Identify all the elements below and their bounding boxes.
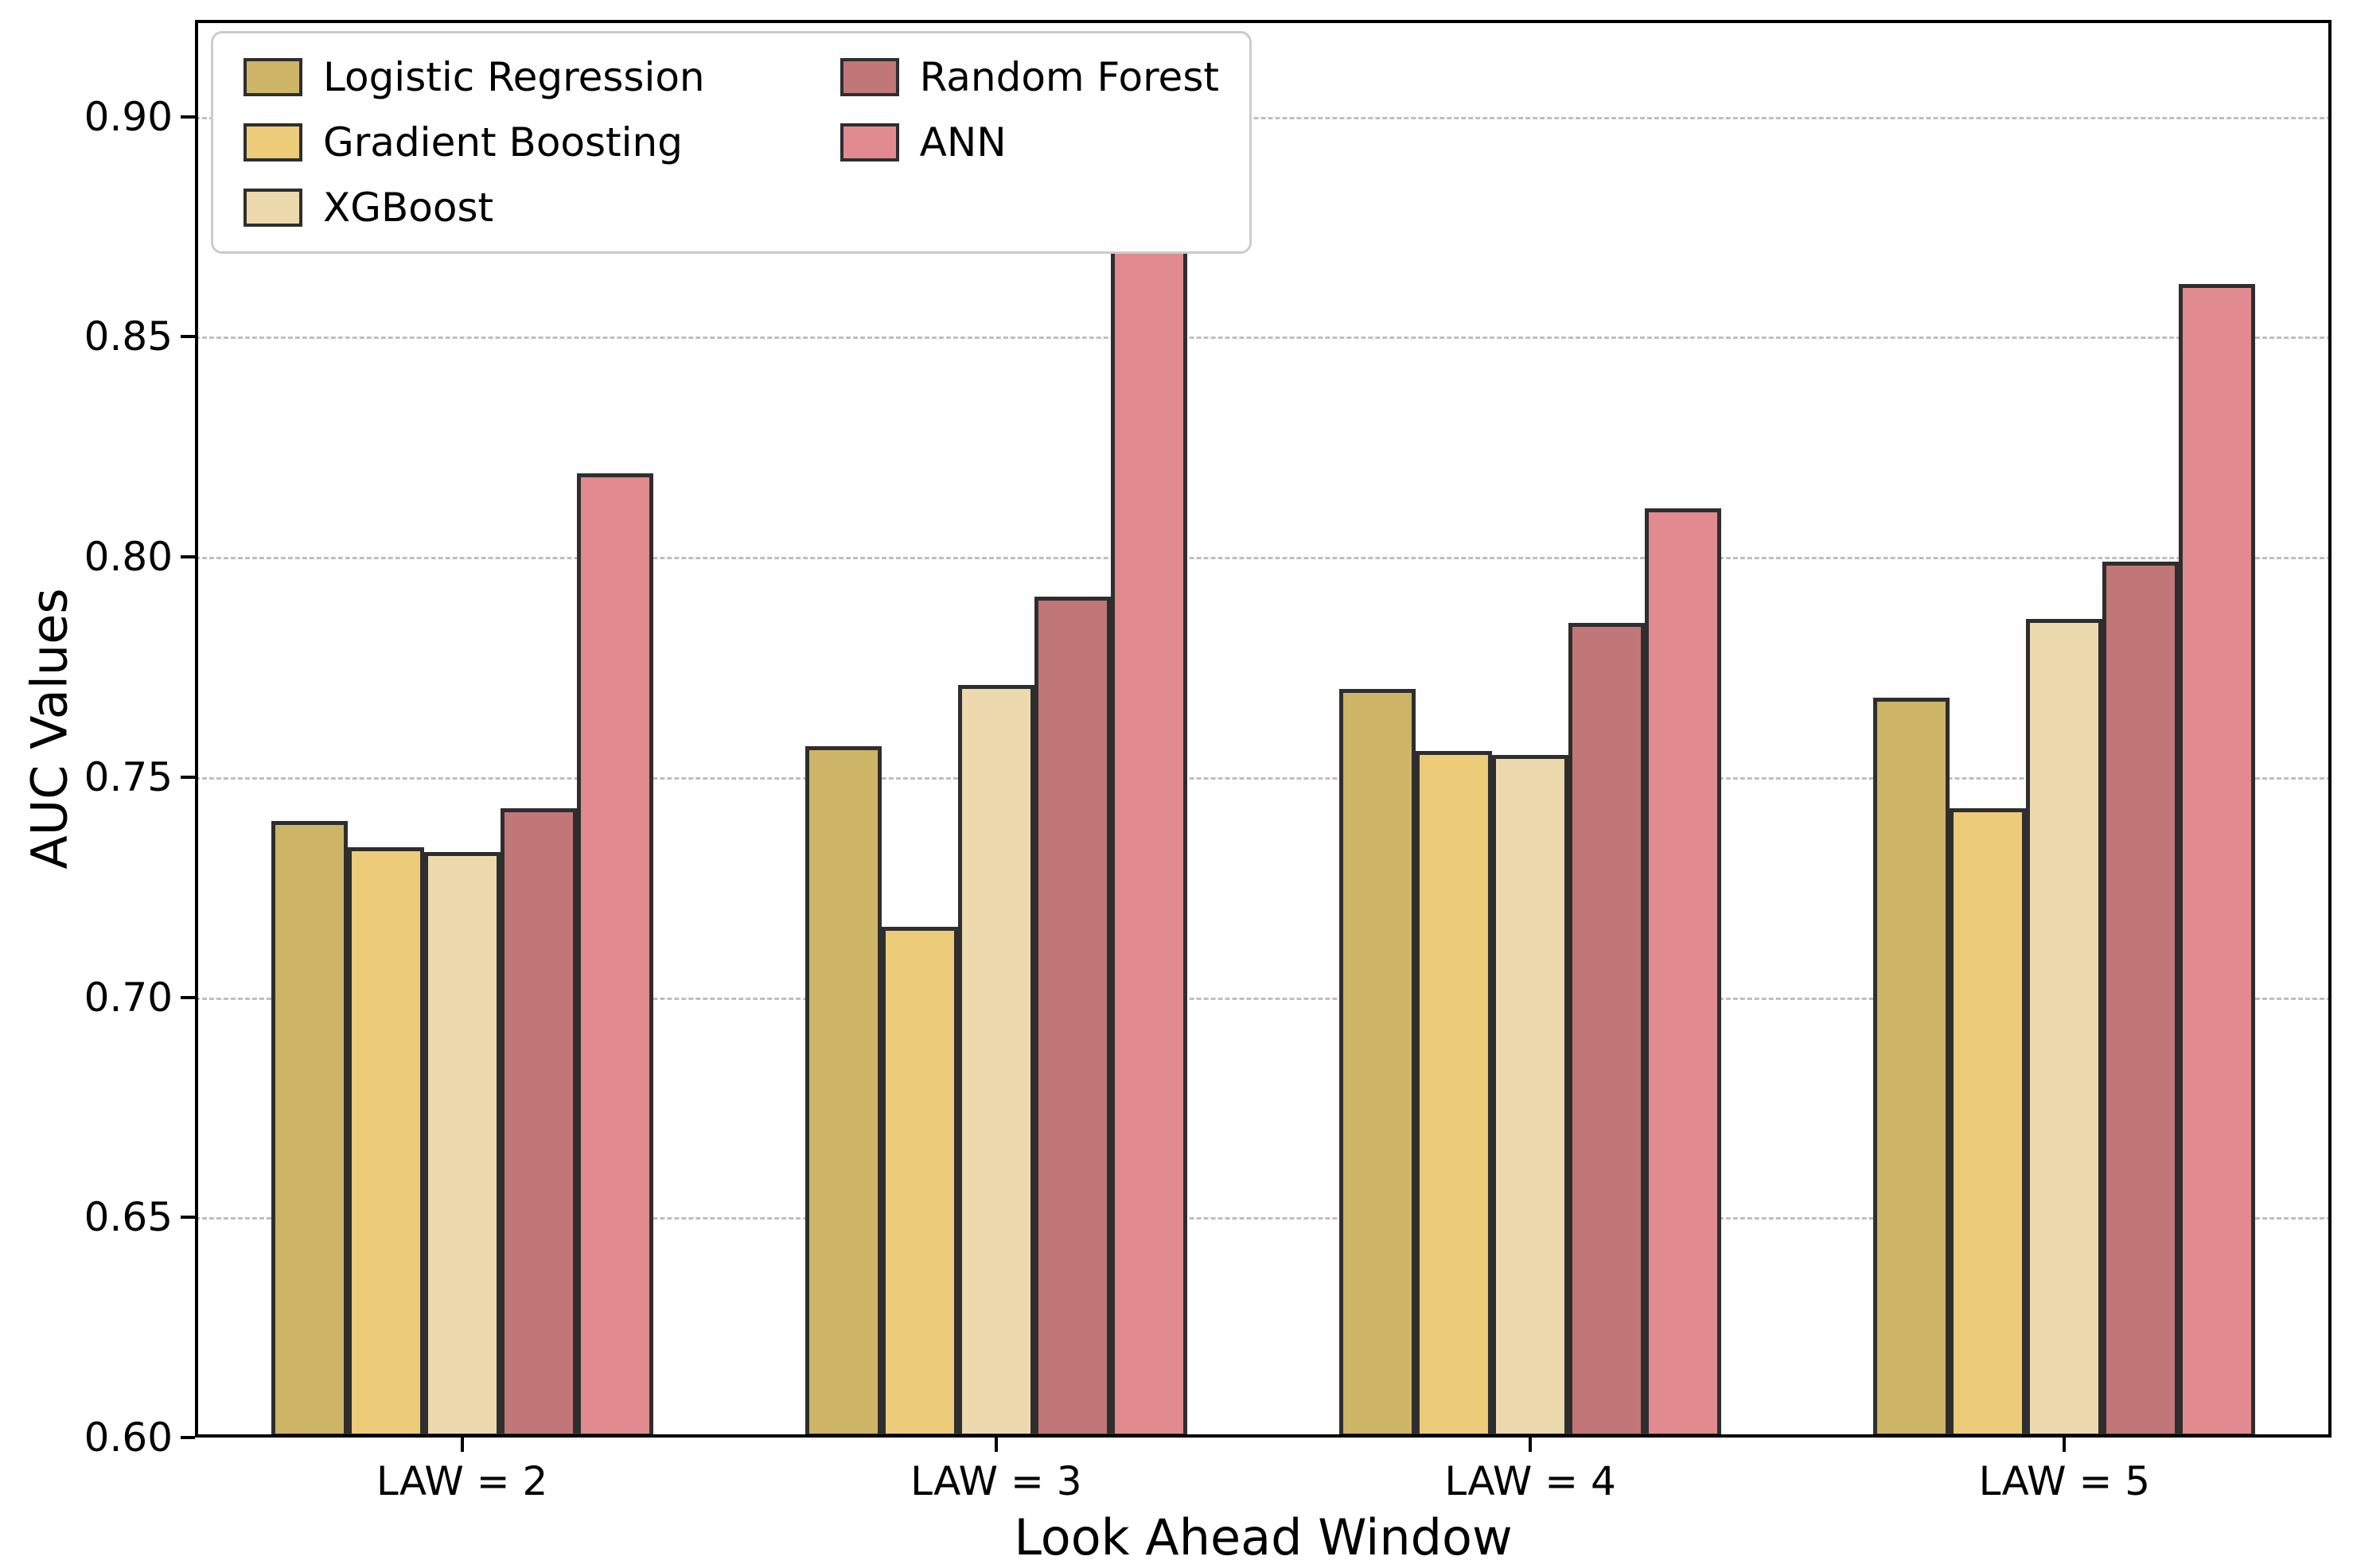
x-tick-mark-law-4	[1529, 1438, 1533, 1452]
legend-swatch-xgboost	[243, 189, 302, 227]
bar-law-5-gradient-boosting	[1950, 807, 2027, 1438]
right-spine	[2328, 20, 2332, 1438]
x-tick-mark-law-5	[2063, 1438, 2067, 1452]
x-axis-line	[195, 1434, 2332, 1438]
legend-item-gradient-boosting: Gradient Boosting	[243, 119, 705, 165]
y-tick-label-0.90: 0.90	[84, 93, 173, 140]
legend-swatch-gradient-boosting	[243, 123, 302, 161]
x-tick-mark-law-3	[994, 1438, 998, 1452]
bar-law-3-gradient-boosting	[881, 927, 958, 1438]
bar-law-5-random-forest	[2102, 561, 2180, 1438]
y-axis-title: AUC Values	[20, 588, 79, 870]
bar-law-4-xgboost	[1492, 755, 1569, 1438]
gridline-0.65	[195, 1217, 2332, 1220]
bar-law-2-ann	[576, 473, 653, 1438]
y-tick-mark-0.60	[181, 1436, 195, 1439]
gridline-0.90	[195, 116, 2332, 119]
legend-swatch-logistic-regression	[243, 58, 302, 96]
legend-swatch-random-forest	[840, 58, 899, 96]
bar-law-3-ann	[1110, 239, 1187, 1438]
x-tick-mark-law-2	[460, 1438, 464, 1452]
gridline-0.80	[195, 557, 2332, 560]
y-tick-label-0.60: 0.60	[84, 1414, 173, 1461]
legend-label-ann: ANN	[919, 119, 1007, 165]
bar-law-4-logistic-regression	[1339, 689, 1416, 1438]
legend-item-ann: ANN	[840, 119, 1219, 165]
x-tick-label-law-3: LAW = 3	[910, 1458, 1082, 1504]
x-tick-label-law-4: LAW = 4	[1444, 1458, 1616, 1504]
bar-law-4-ann	[1645, 508, 1722, 1438]
bar-law-2-logistic-regression	[271, 821, 348, 1438]
y-tick-mark-0.70	[181, 995, 195, 999]
legend-item-xgboost: XGBoost	[243, 185, 705, 231]
legend-item-random-forest: Random Forest	[840, 54, 1219, 100]
x-axis-title: Look Ahead Window	[1014, 1508, 1513, 1566]
y-tick-label-0.80: 0.80	[84, 534, 173, 581]
legend-label-logistic-regression: Logistic Regression	[323, 54, 705, 100]
legend-label-xgboost: XGBoost	[323, 185, 494, 231]
bar-law-4-random-forest	[1568, 623, 1646, 1438]
y-tick-mark-0.65	[181, 1216, 195, 1220]
legend-swatch-ann	[840, 123, 899, 161]
y-tick-mark-0.85	[181, 335, 195, 339]
bar-law-2-random-forest	[500, 807, 577, 1438]
y-axis-line	[195, 20, 198, 1438]
x-tick-label-law-5: LAW = 5	[1978, 1458, 2151, 1504]
plot-area: Logistic Regression Gradient Boosting XGBo…	[195, 20, 2332, 1438]
gridline-0.70	[195, 997, 2332, 1000]
y-tick-mark-0.75	[181, 775, 195, 779]
bar-law-3-random-forest	[1034, 596, 1111, 1438]
top-spine	[195, 20, 2332, 23]
y-tick-label-0.70: 0.70	[84, 974, 173, 1021]
bar-law-5-ann	[2179, 284, 2256, 1438]
y-tick-label-0.65: 0.65	[84, 1194, 173, 1241]
bar-law-3-xgboost	[957, 684, 1034, 1438]
legend-label-gradient-boosting: Gradient Boosting	[323, 119, 683, 165]
x-tick-label-law-2: LAW = 2	[376, 1458, 548, 1504]
legend-label-random-forest: Random Forest	[919, 54, 1219, 100]
y-tick-mark-0.80	[181, 555, 195, 559]
bar-law-2-gradient-boosting	[347, 847, 424, 1438]
y-tick-label-0.75: 0.75	[84, 753, 173, 800]
y-tick-label-0.85: 0.85	[84, 313, 173, 360]
bar-law-5-logistic-regression	[1873, 698, 1950, 1438]
bar-law-4-gradient-boosting	[1416, 750, 1493, 1438]
legend: Logistic Regression Gradient Boosting XGBo…	[211, 31, 1252, 254]
bar-law-2-xgboost	[423, 851, 501, 1438]
gridline-0.85	[195, 337, 2332, 340]
y-tick-mark-0.90	[181, 115, 195, 119]
gridline-0.75	[195, 776, 2332, 780]
legend-item-logistic-regression: Logistic Regression	[243, 54, 705, 100]
bar-law-3-logistic-regression	[804, 746, 882, 1438]
bar-law-5-xgboost	[2026, 618, 2103, 1438]
